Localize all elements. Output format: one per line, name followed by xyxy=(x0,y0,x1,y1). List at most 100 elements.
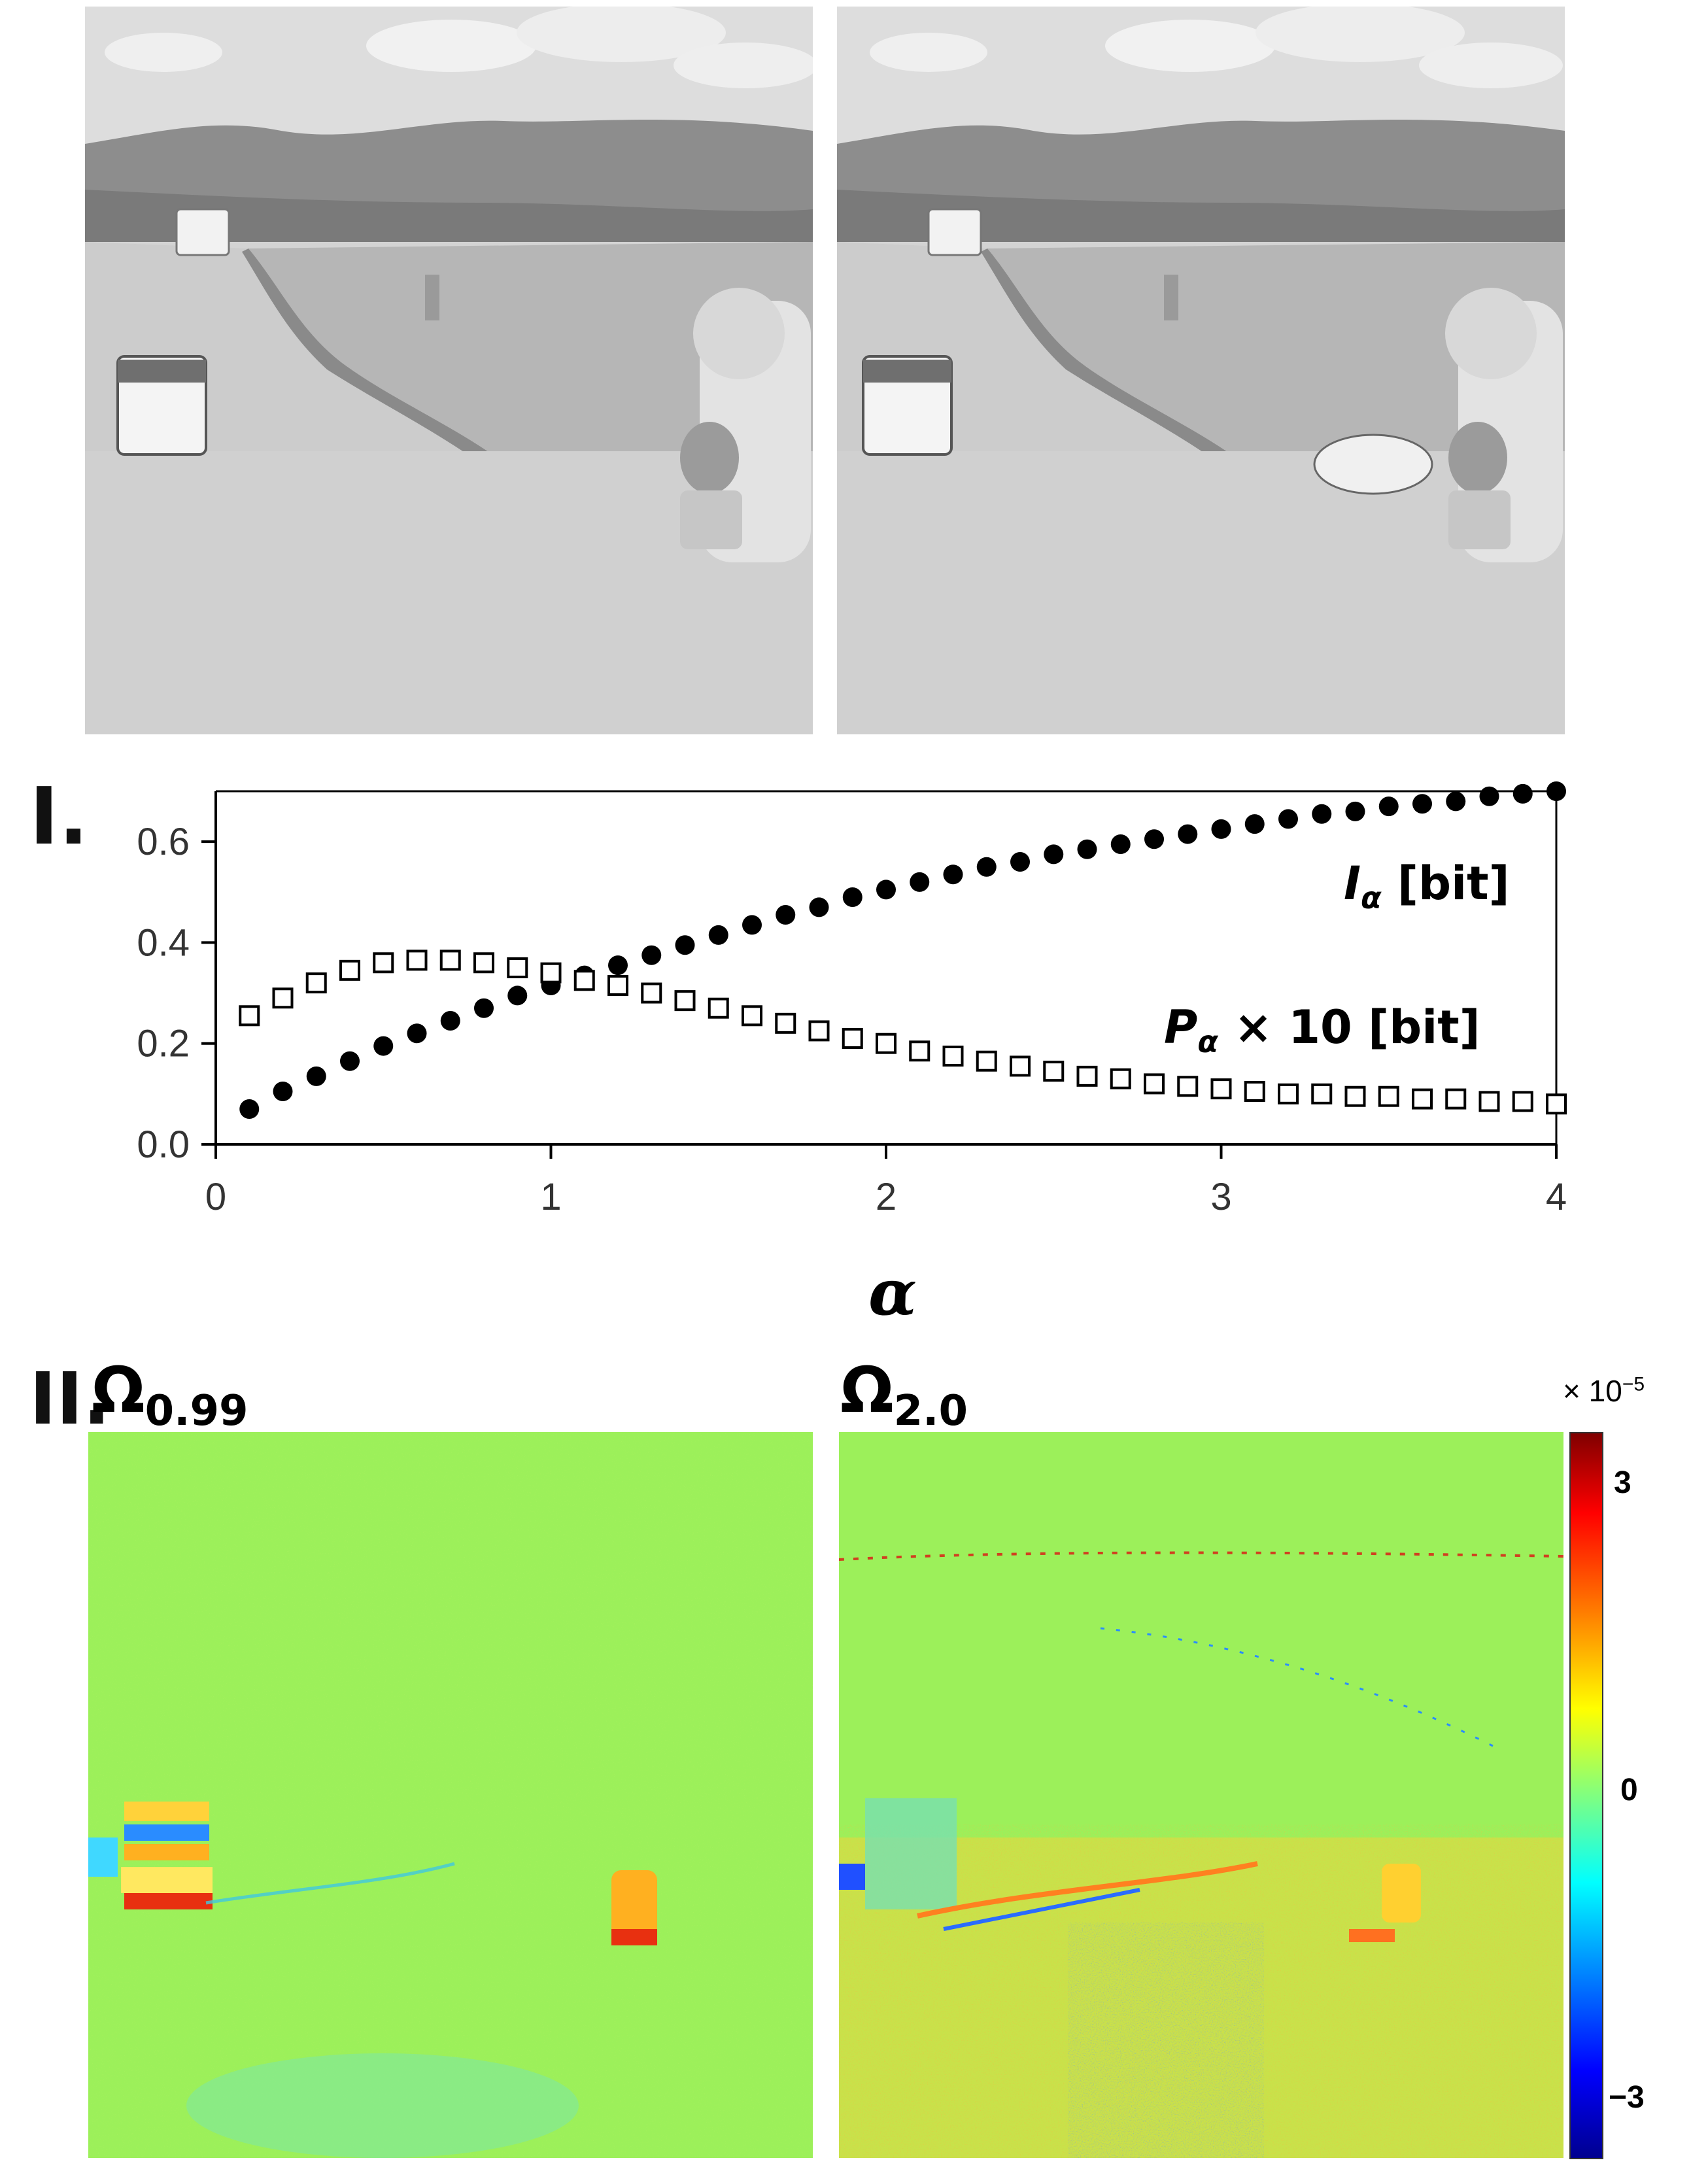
p-alpha-point xyxy=(708,997,729,1019)
i-alpha-label: Iα [bit] xyxy=(1344,857,1510,915)
i-alpha-point xyxy=(1412,794,1432,814)
i-alpha-point xyxy=(910,872,930,892)
p-alpha-label-unit: × 10 [bit] xyxy=(1218,1000,1480,1054)
p-alpha-point xyxy=(1546,1093,1567,1115)
i-alpha-point xyxy=(306,1066,326,1086)
i-alpha-label-sub: α xyxy=(1361,880,1382,915)
i-alpha-point xyxy=(1110,834,1131,854)
map-left-title-symbol: Ω xyxy=(92,1354,145,1427)
i-alpha-point xyxy=(340,1051,360,1071)
map-right-title: Ω2.0 xyxy=(840,1354,968,1435)
i-alpha-point xyxy=(742,915,762,935)
p-alpha-point xyxy=(1344,1086,1366,1107)
i-alpha-point xyxy=(1479,786,1499,806)
p-alpha-point xyxy=(373,952,394,974)
x-tick-label: 3 xyxy=(1210,1176,1231,1218)
chart-labels: Iα [bit] Pα × 10 [bit] xyxy=(1164,857,1510,1059)
p-alpha-point xyxy=(1445,1088,1467,1110)
i-alpha-point xyxy=(507,985,528,1006)
p-alpha-point xyxy=(808,1020,830,1042)
p-alpha-point xyxy=(540,962,562,983)
i-alpha-point xyxy=(876,880,896,900)
chart-area: 0.0 0.2 0.4 0.6 0 1 2 3 4 α Iα [bit] Pα × 10 [bit] xyxy=(137,781,1567,1329)
x-tick-label: 0 xyxy=(205,1176,226,1218)
i-alpha-point xyxy=(1077,839,1097,859)
p-alpha-point xyxy=(1110,1068,1131,1089)
i-alpha-point xyxy=(1546,781,1566,801)
p-alpha-point xyxy=(406,949,428,971)
colorbar-scale: × 10−5 xyxy=(1563,1373,1645,1409)
photo-right xyxy=(837,7,1565,734)
i-alpha-point xyxy=(809,897,829,917)
p-alpha-point xyxy=(1076,1065,1098,1087)
i-alpha-point xyxy=(675,935,695,955)
y-tick-label: 0.6 xyxy=(137,821,190,863)
p-alpha-point xyxy=(641,982,662,1004)
chart-axes: 0.0 0.2 0.4 0.6 0 1 2 3 4 α xyxy=(137,790,1567,1329)
i-alpha-point xyxy=(273,1082,293,1101)
x-tick-label: 2 xyxy=(876,1176,897,1218)
i-alpha-point xyxy=(943,864,963,885)
p-alpha-point xyxy=(1478,1091,1500,1112)
p-alpha-point xyxy=(573,970,595,991)
panel-label-ii: II. xyxy=(29,1357,111,1441)
p-alpha-point xyxy=(1043,1061,1065,1082)
p-alpha-point xyxy=(942,1046,964,1067)
i-alpha-label-main: I xyxy=(1344,857,1361,910)
colorbar-tick-top: 3 xyxy=(1614,1465,1631,1500)
photo-right-image xyxy=(837,7,1565,734)
p-alpha-label-sub: α xyxy=(1197,1024,1218,1059)
map-right-title-symbol: Ω xyxy=(840,1354,894,1427)
p-alpha-point xyxy=(439,949,461,971)
photo-left xyxy=(85,7,813,734)
p-alpha-point xyxy=(305,972,327,994)
p-alpha-point xyxy=(842,1028,863,1049)
i-alpha-point xyxy=(1345,801,1365,821)
map-left-image xyxy=(88,1432,813,2158)
map-right xyxy=(839,1432,1563,2158)
p-alpha-point xyxy=(1512,1091,1533,1112)
i-alpha-point xyxy=(407,1023,427,1044)
i-alpha-point xyxy=(440,1011,460,1031)
i-alpha-point xyxy=(1278,809,1298,829)
photo-left-image xyxy=(85,7,813,734)
i-alpha-point xyxy=(1378,796,1399,817)
i-alpha-point xyxy=(608,955,628,976)
colorbar-tick-mid: 0 xyxy=(1620,1773,1638,1807)
p-alpha-point xyxy=(1210,1078,1232,1100)
p-alpha-point xyxy=(473,952,494,974)
y-tick-label: 0.0 xyxy=(137,1123,190,1166)
map-left-title: Ω0.99 xyxy=(92,1354,248,1435)
i-alpha-label-unit: [bit] xyxy=(1382,857,1510,910)
p-alpha-point xyxy=(876,1033,897,1054)
i-alpha-point xyxy=(1446,791,1466,812)
p-alpha-point xyxy=(1278,1083,1299,1104)
series-i-alpha xyxy=(239,781,1566,1119)
y-tick-label: 0.4 xyxy=(137,921,190,964)
panel-label-i: I. xyxy=(29,772,89,863)
colorbar-scale-exp: −5 xyxy=(1622,1373,1645,1395)
i-alpha-point xyxy=(842,887,863,907)
series-p-alpha xyxy=(239,949,1567,1115)
i-alpha-point xyxy=(1512,783,1533,804)
p-alpha-point xyxy=(1378,1086,1399,1107)
p-alpha-point xyxy=(674,990,696,1012)
p-alpha-point xyxy=(507,957,528,978)
map-right-title-sub: 2.0 xyxy=(893,1387,968,1436)
colorbar xyxy=(1569,1432,1603,2159)
p-alpha-point xyxy=(607,975,628,996)
p-alpha-point xyxy=(272,987,294,1009)
i-alpha-point xyxy=(239,1099,260,1119)
map-left xyxy=(88,1432,813,2158)
x-tick-label: 4 xyxy=(1546,1176,1567,1218)
p-alpha-point xyxy=(1311,1083,1333,1104)
p-alpha-label-main: P xyxy=(1164,1000,1197,1054)
p-alpha-point xyxy=(909,1040,931,1062)
i-alpha-point xyxy=(474,998,494,1018)
x-tick-label: 1 xyxy=(540,1176,561,1218)
i-alpha-point xyxy=(976,857,997,877)
p-alpha-point xyxy=(239,1005,260,1027)
y-tick-label: 0.2 xyxy=(137,1023,190,1065)
p-alpha-point xyxy=(775,1012,796,1034)
i-alpha-point xyxy=(1144,829,1164,849)
